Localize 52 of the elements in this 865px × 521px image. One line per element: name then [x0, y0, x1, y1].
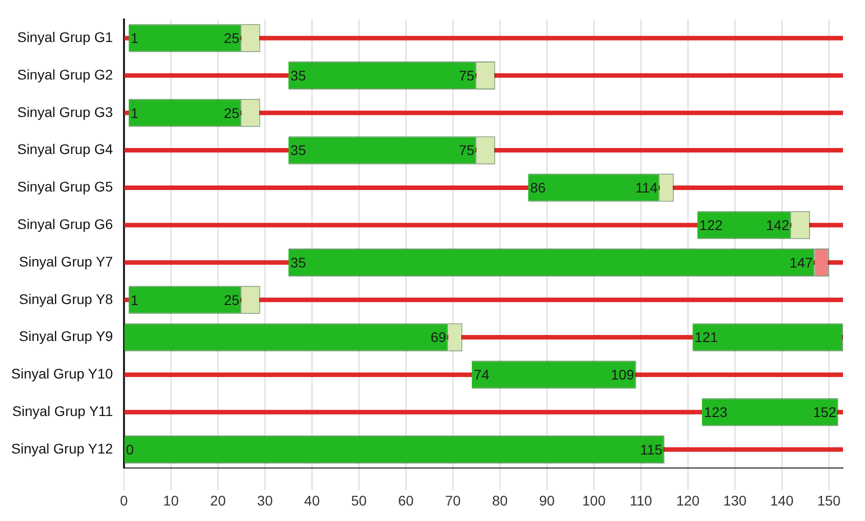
- annotation: 86: [530, 180, 546, 196]
- x-tick-label: 60: [398, 492, 414, 508]
- x-tick-label: 120: [676, 492, 700, 508]
- annotation: 142: [766, 216, 790, 233]
- annotation: 35: [290, 142, 306, 158]
- x-tick-label: 80: [492, 492, 508, 508]
- y-tick-label: Sinyal Grup Y7: [19, 253, 114, 270]
- x-tick-label: 0: [120, 492, 128, 508]
- y-tick-label: Sinyal Grup Y12: [11, 440, 114, 456]
- annotation: 25: [224, 30, 240, 46]
- y-tick-label: Sinyal Grup G1: [17, 28, 114, 45]
- annotation: 121: [694, 329, 718, 346]
- annotation: 75: [458, 67, 475, 84]
- y-tick-label: Sinyal Grup Y9: [19, 328, 114, 344]
- x-tick-label: 140: [770, 492, 794, 508]
- annotation: 25: [224, 292, 240, 308]
- y-tick-label: Sinyal Grup Y11: [12, 402, 114, 419]
- y-tick-label: Sinyal Grup G5: [17, 178, 114, 195]
- y-tick-label: Sinyal Grup G2: [17, 66, 114, 82]
- y-tick-label: Sinyal Grup G3: [17, 104, 114, 120]
- x-tick-label: 150: [817, 492, 841, 508]
- y-tick-label: Sinyal Grup Y10: [11, 366, 114, 382]
- annotation: 69: [430, 329, 446, 346]
- x-tick-label: 40: [304, 492, 320, 508]
- annotation: 1: [130, 30, 139, 46]
- x-tick-label: 70: [445, 492, 461, 508]
- x-tick-label: 90: [539, 492, 555, 508]
- annotation: 147: [789, 254, 814, 270]
- annotation: 122: [699, 216, 723, 233]
- x-tick-label: 50: [351, 492, 367, 508]
- y-tick-label: Sinyal Grup G6: [17, 216, 114, 232]
- annotation: 35: [290, 254, 306, 270]
- annotation: 0: [126, 441, 134, 458]
- x-tick-label: 30: [257, 492, 273, 508]
- annotation: 75: [458, 142, 475, 158]
- annotation: 109: [610, 366, 634, 383]
- annotation: 25: [224, 104, 240, 121]
- annotation: 114: [635, 180, 658, 196]
- annotation: 74: [474, 366, 490, 383]
- x-tick-label: 20: [210, 492, 226, 508]
- x-tick-label: 10: [163, 492, 179, 508]
- x-tick-label: 130: [723, 492, 747, 508]
- annotation: 152: [812, 404, 837, 420]
- annotation: 1: [130, 292, 139, 308]
- y-tick-label: Sinyal Grup G4: [17, 141, 114, 158]
- x-tick-label: 110: [630, 492, 652, 508]
- y-tick-label: Sinyal Grup Y8: [19, 290, 114, 307]
- annotation: 123: [704, 404, 728, 420]
- annotation: 35: [290, 67, 306, 84]
- annotation: 115: [640, 441, 663, 458]
- annotation: 1: [130, 104, 139, 121]
- x-tick-label: 100: [582, 492, 606, 508]
